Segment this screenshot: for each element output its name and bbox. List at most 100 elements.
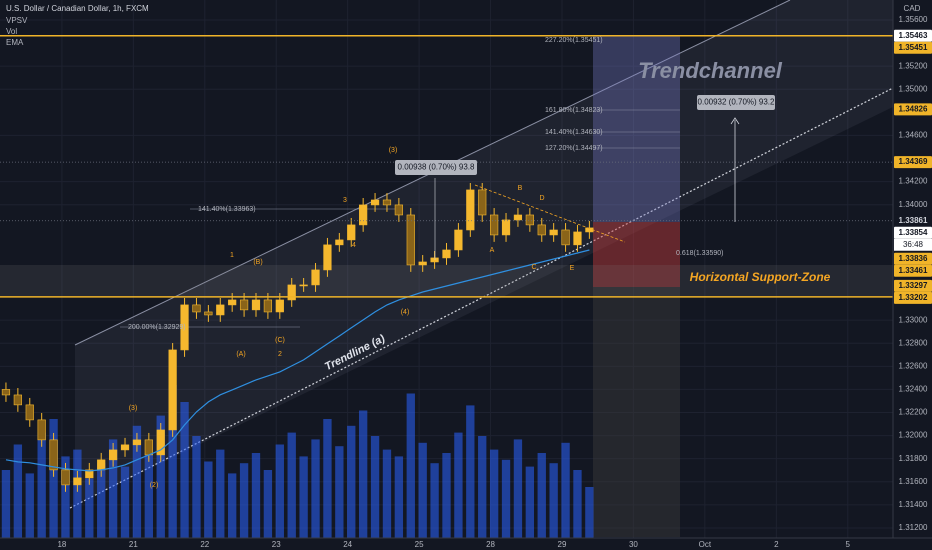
candle-body — [537, 224, 546, 236]
price-label: 1.33854 — [899, 228, 928, 237]
candle-body — [323, 244, 332, 271]
volume-bar — [251, 453, 261, 538]
axis-layer: 1.35600 1.35200 1.35000 1.34600 1.34200 1.340… — [57, 15, 932, 549]
price-label-box — [894, 264, 932, 277]
wave-label: 2 — [278, 351, 282, 358]
candle-body — [490, 214, 499, 236]
candle-body — [216, 304, 225, 316]
fib-label: 127.20%(1.34497) — [545, 145, 603, 152]
wave-label: (3) — [129, 405, 138, 412]
volume-bar — [478, 436, 487, 538]
x-tick-label: 18 — [57, 540, 66, 549]
x-tick-label: 30 — [629, 540, 638, 549]
measure-label: 0.00932 (0.70%) 93.2 — [698, 98, 775, 107]
volume-bar — [228, 473, 237, 538]
candle-body — [347, 224, 356, 241]
volume-bar — [418, 442, 427, 538]
x-tick-label: 23 — [272, 540, 281, 549]
countdown-box — [894, 238, 932, 251]
volume-bar — [358, 410, 368, 538]
indicator: Vol — [6, 27, 17, 36]
price-label: 1.33861 — [899, 216, 928, 225]
y-tick-label: 1.34600 — [899, 131, 928, 140]
volume-bar — [61, 456, 70, 538]
volume-bar — [394, 456, 404, 538]
price-label-box — [894, 252, 932, 265]
volume-bar — [287, 432, 296, 538]
arrow-head — [730, 117, 740, 125]
volume-bar — [501, 459, 511, 538]
candle-body — [466, 189, 475, 231]
volume-bar — [144, 453, 154, 538]
y-tick-label: 1.32800 — [899, 338, 928, 347]
x-tick-label: 28 — [486, 540, 495, 549]
candle-body — [120, 444, 130, 451]
y-tick-label: 1.35200 — [899, 61, 928, 70]
x-tick-label: 24 — [343, 540, 352, 549]
volume-bar — [120, 466, 130, 538]
volume-bar — [573, 470, 582, 538]
volume-bar — [311, 439, 320, 538]
x-tick-label: Oct — [699, 540, 712, 549]
wave-label: (C) — [275, 337, 285, 344]
candle-body — [204, 311, 213, 316]
candle-body — [132, 439, 142, 446]
wave-label: A — [490, 247, 495, 254]
volume-bar — [156, 415, 165, 538]
volume-bar — [132, 425, 142, 538]
candle-body — [299, 284, 308, 287]
candle-body — [501, 219, 511, 236]
candle-body — [13, 394, 22, 406]
volume-bar — [25, 473, 34, 538]
price-label: 1.33202 — [899, 293, 928, 302]
candle-body — [442, 249, 451, 259]
volume-bar — [180, 402, 189, 538]
volume-bar — [97, 463, 106, 538]
volume-bar — [561, 442, 570, 538]
currency: CAD — [904, 4, 921, 13]
candle-body — [239, 299, 249, 311]
x-tick-label: 22 — [200, 540, 209, 549]
y-tick-label: 1.34200 — [899, 177, 928, 186]
candle-body — [549, 229, 558, 236]
price-label-box — [894, 103, 932, 116]
wave-label: 3 — [343, 197, 347, 204]
wave-label: E — [570, 265, 575, 272]
wave-line — [474, 184, 626, 243]
price-label-box — [894, 226, 932, 239]
y-tick-label: 1.31600 — [899, 477, 928, 486]
candle-body — [263, 299, 273, 313]
wave-label: 1 — [230, 252, 234, 259]
fib-label: 141.40%(1.33963) — [198, 206, 256, 213]
measure-box — [395, 160, 477, 175]
volume-bar — [216, 449, 225, 538]
candle-body — [430, 257, 439, 263]
volume-bar — [513, 439, 523, 538]
y-tick-label: 1.32000 — [899, 431, 928, 440]
x-tick-label: 29 — [558, 540, 567, 549]
volume-bar — [37, 432, 46, 538]
x-tick-label: 25 — [415, 540, 424, 549]
volume-bar — [454, 432, 463, 538]
candle-body — [394, 204, 403, 216]
volume-bar — [585, 487, 594, 538]
volume-bar — [263, 470, 273, 538]
y-tick-label: 1.32400 — [899, 385, 928, 394]
x-tick-label: 21 — [129, 540, 138, 549]
candle-body — [478, 189, 487, 216]
candle-body — [97, 459, 106, 471]
candle-body — [513, 214, 523, 221]
volume-bar — [537, 453, 546, 538]
price-label-box — [894, 291, 932, 304]
candle-body — [406, 214, 415, 266]
price-label: 1.33836 — [899, 254, 928, 263]
candle-body — [1, 389, 11, 396]
wave-label: 4 — [352, 242, 356, 249]
candle-body — [49, 439, 58, 471]
candle-body — [73, 477, 82, 486]
candle-body — [275, 299, 284, 313]
fib-label: 200.00%(1.32929) — [128, 324, 186, 331]
candle-body — [109, 449, 118, 461]
price-label: 1.35463 — [899, 31, 928, 40]
